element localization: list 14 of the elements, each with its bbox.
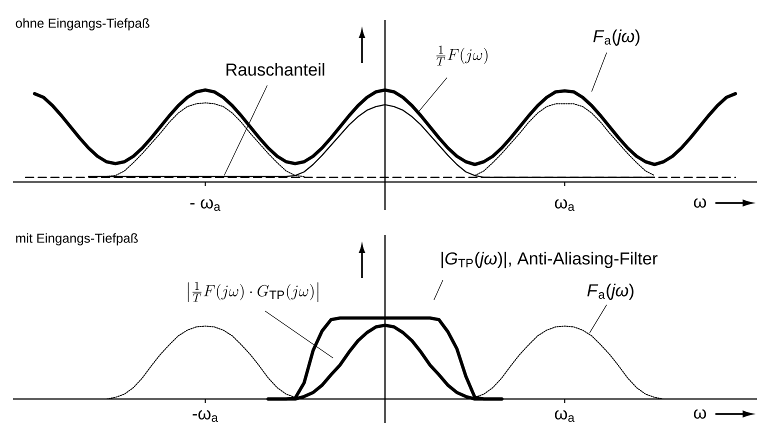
text: F$_{a}$(jω) — [593, 30, 640, 46]
text: $\frac{1}{T}F(j\omega)$ — [436, 46, 488, 66]
chart-title: ohne Eingangs-Tiefpaß — [16, 18, 150, 30]
text: $\left|\frac{1}{T}F(j\omega)\cdot G_{\mathrm{TP}}(j\omega)\right|$ — [188, 282, 318, 302]
x-axis-title: ω — [694, 409, 706, 419]
x-axis-title: ω — [694, 198, 706, 208]
x-tick-label: ω$_{a}$ — [554, 199, 575, 211]
chart-title: mit Eingangs-Tiefpaß — [16, 233, 138, 246]
x-tick-label: -ω$_{a}$ — [192, 410, 218, 422]
text: Rauschanteil — [226, 63, 324, 76]
x-tick-label: - ω$_{a}$ — [190, 199, 220, 211]
x-tick-label: ω$_{a}$ — [554, 410, 575, 422]
text: |G$_{TP}$(jω)|, Anti-Aliasing-Filter — [442, 252, 658, 268]
series-label: F$_{a}$(jω) — [587, 284, 634, 300]
